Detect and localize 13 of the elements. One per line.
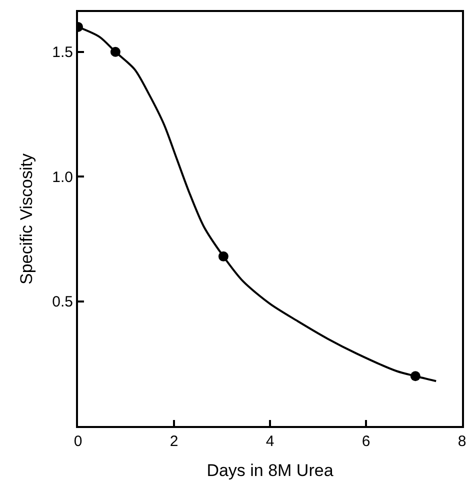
x-tick-label: 6: [362, 433, 370, 450]
point: [218, 251, 228, 262]
y-tick-label: 1.0: [52, 168, 73, 186]
x-axis-title: Days in 8M Urea: [206, 460, 334, 480]
y-tick-label: 1.5: [52, 44, 73, 62]
x-tick-label: 8: [458, 433, 466, 450]
x-tick-label: 4: [266, 433, 274, 450]
point: [410, 371, 420, 382]
x-tick-label: 2: [170, 433, 178, 450]
x-tick-label: 0: [74, 433, 82, 450]
point: [110, 46, 120, 57]
y-tick-label: 0.5: [52, 294, 73, 311]
y-axis-title: Specific Viscosity: [17, 152, 36, 285]
